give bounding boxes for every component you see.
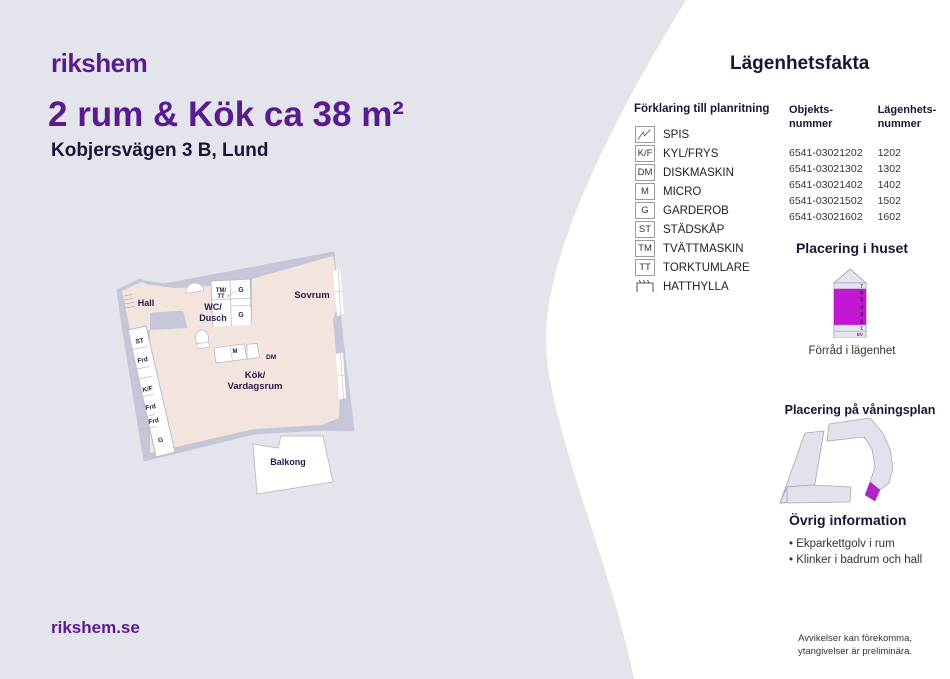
svg-text:4: 4: [860, 305, 863, 311]
svg-text:WC/: WC/: [204, 302, 222, 312]
svg-text:BV: BV: [857, 332, 863, 337]
svg-text:M: M: [233, 349, 238, 355]
svg-text:Sovrum: Sovrum: [294, 290, 329, 301]
svg-text:G: G: [238, 312, 244, 319]
svg-text:3: 3: [860, 312, 863, 318]
svg-text:1: 1: [860, 326, 863, 332]
svg-text:Balkong: Balkong: [270, 457, 306, 467]
svg-text:Hall: Hall: [138, 298, 155, 308]
svg-text:DM: DM: [266, 354, 276, 361]
svg-text:Dusch: Dusch: [199, 313, 227, 323]
svg-text:G: G: [238, 287, 244, 294]
svg-text:5: 5: [860, 298, 863, 304]
svg-text:TT: TT: [217, 294, 225, 300]
svg-text:2: 2: [860, 319, 863, 325]
svg-text:6: 6: [860, 291, 863, 297]
svg-text:Kök/: Kök/: [245, 370, 266, 381]
svg-text:Vardagsrum: Vardagsrum: [228, 381, 283, 392]
